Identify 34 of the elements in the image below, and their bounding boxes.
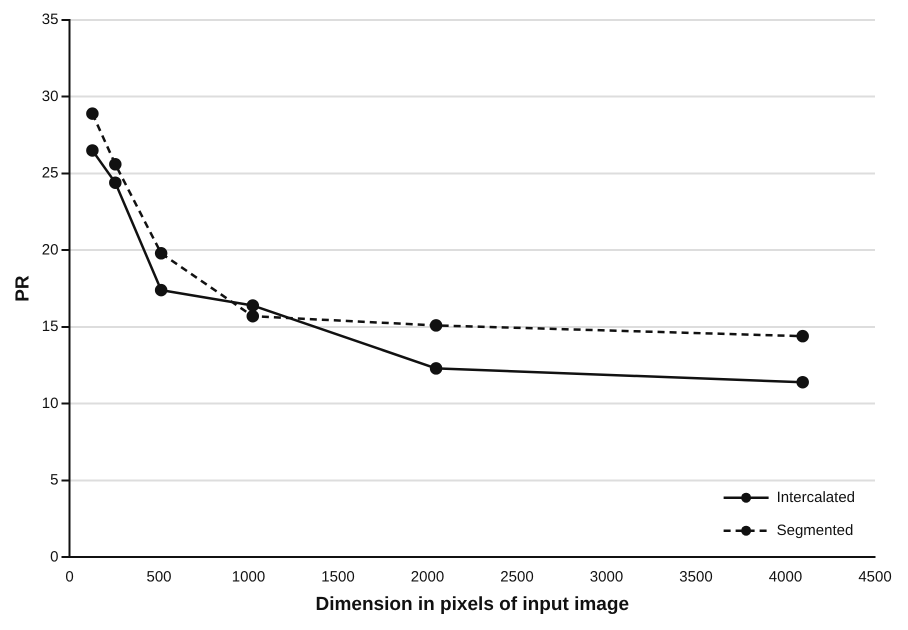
y-tick-label: 5 xyxy=(50,472,58,489)
point xyxy=(430,319,442,332)
legend-label: Intercalated xyxy=(776,488,856,506)
x-tick-label: 0 xyxy=(65,568,74,586)
y-axis-title: PR xyxy=(12,275,34,302)
x-tick-label: 500 xyxy=(146,568,172,586)
point xyxy=(430,362,442,375)
point xyxy=(796,376,809,388)
point xyxy=(109,176,122,189)
x-tick-label: 1500 xyxy=(321,568,355,586)
point xyxy=(796,330,809,342)
x-axis-title: Dimension in pixels of input image xyxy=(315,594,630,615)
point xyxy=(154,247,168,260)
x-tick-label: 4000 xyxy=(768,568,802,586)
point xyxy=(109,158,122,171)
x-tick-label: 3500 xyxy=(679,568,713,586)
point xyxy=(86,107,99,120)
y-tick-label: 10 xyxy=(42,394,58,412)
point xyxy=(246,310,260,322)
point xyxy=(154,284,168,296)
y-tick-label: 15 xyxy=(42,318,58,336)
legend-label: Segmented xyxy=(776,522,854,539)
y-tick-label: 25 xyxy=(42,164,58,182)
x-tick-label: 2000 xyxy=(410,568,444,586)
y-tick-label: 30 xyxy=(42,88,58,105)
point xyxy=(86,144,99,157)
y-tick-label: 35 xyxy=(42,11,58,28)
x-tick-label: 1000 xyxy=(232,568,266,586)
y-tick-label: 0 xyxy=(50,548,58,566)
point xyxy=(246,299,260,312)
y-tick-label: 20 xyxy=(42,241,58,258)
x-tick-label: 4500 xyxy=(858,568,892,586)
x-tick-label: 2500 xyxy=(500,568,534,586)
x-tick-label: 3000 xyxy=(590,568,624,586)
